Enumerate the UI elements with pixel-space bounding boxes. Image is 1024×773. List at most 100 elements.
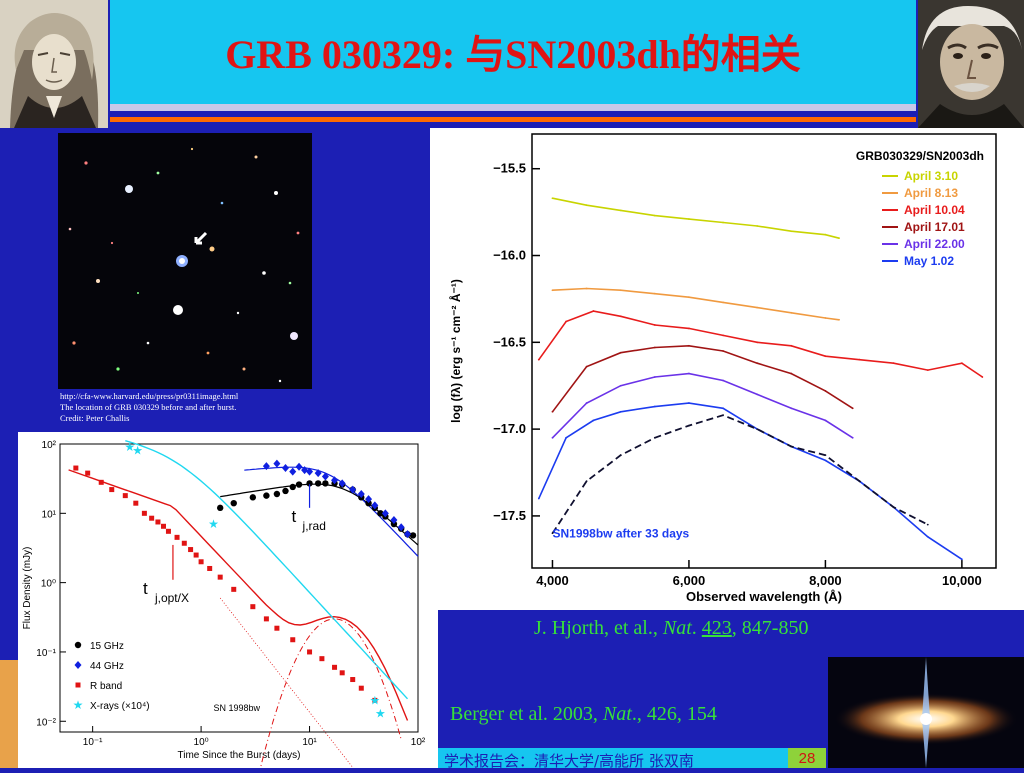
data-point (155, 519, 161, 525)
data-point (824, 355, 827, 358)
grb-jet-illustration-image (828, 657, 1024, 768)
data-point (824, 459, 827, 462)
data-point (390, 520, 398, 528)
x-axis-label: Observed wavelength (Å) (686, 589, 842, 604)
data-point (314, 480, 322, 487)
credit-caption: The location of GRB 030329 before and af… (60, 402, 237, 412)
data-point (295, 462, 303, 471)
data-point (858, 480, 861, 483)
ref-journal: Nat (662, 617, 692, 639)
data-point: ★ (208, 517, 219, 531)
tj-rad-t: t (292, 507, 297, 526)
data-point (790, 445, 793, 448)
header-stripe (110, 111, 916, 117)
data-point (565, 320, 568, 323)
series-line-april-8-13 (552, 287, 840, 321)
plot-frame (531, 133, 997, 569)
ref-journal: Nat (602, 703, 632, 725)
footer-decoration (0, 660, 18, 768)
data-point: ★ (369, 693, 380, 707)
data-point (397, 523, 405, 532)
ref-volume-link[interactable]: 423 (701, 617, 732, 639)
legend-entry: April 8.13 (904, 186, 958, 200)
data-point (551, 289, 554, 292)
data-point (141, 510, 147, 516)
lightcurve-chart-panel: 10⁻¹ 10⁰ 10¹ 10² 10⁻² 10⁻¹ 10⁰ 10¹ 10² Time Since… (18, 432, 438, 773)
data-point (198, 559, 204, 565)
data-point (339, 670, 345, 676)
sn1998bw-annotation: SN1998bw after 33 days (552, 526, 689, 540)
data-point (926, 523, 929, 526)
y-tick-label: −16.5 (493, 334, 526, 349)
data-point (551, 197, 554, 200)
legend-entry: April 17.01 (904, 220, 965, 234)
data-point (306, 467, 314, 476)
data-point (149, 515, 155, 521)
data-point (263, 616, 269, 622)
y-tick-label: 10⁰ (41, 579, 56, 590)
data-point (688, 424, 690, 427)
data-point (722, 334, 724, 337)
data-point (722, 414, 724, 417)
credit-url: http://cfa-www.harvard.edu/press/pr0311i… (60, 391, 239, 401)
x-tick-label: 8,000 (809, 573, 842, 588)
ref-authors: J. Hjorth, et al., (534, 617, 663, 639)
data-point (619, 410, 622, 413)
data-point (188, 547, 194, 553)
data-point (790, 311, 793, 314)
data-point: ★ (73, 698, 84, 712)
data-point (585, 287, 588, 290)
data-point (619, 384, 622, 387)
data-point (390, 516, 398, 525)
data-point (74, 641, 82, 649)
data-point (653, 376, 656, 378)
data-point (756, 362, 759, 365)
reference-hjorth: J. Hjorth, et al., Nat. 423, 847-850 (534, 617, 808, 640)
data-point (290, 637, 296, 643)
data-point (250, 604, 256, 610)
data-point (688, 327, 690, 330)
spectrum-chart-panel: 4,000 6,000 8,000 10,000 −15.5 −16.0 −16.5 −17.… (430, 128, 1024, 610)
data-point (824, 233, 827, 236)
data-point (537, 497, 540, 500)
data-point (409, 532, 417, 539)
tj-opt-t: t (143, 579, 148, 598)
title-box (110, 0, 916, 104)
data-point (790, 344, 793, 347)
data-point (619, 454, 622, 457)
data-point (338, 479, 346, 488)
legend-entry: May 1.02 (904, 254, 954, 268)
sn1998bw-model (258, 618, 402, 773)
data-point (216, 504, 224, 512)
x-tick-label: 4,000 (536, 573, 569, 588)
data-point (981, 376, 984, 378)
data-point (619, 315, 622, 318)
legend-entry: 44 GHz (90, 661, 124, 672)
legend-entry: R band (90, 681, 122, 692)
data-point (756, 393, 759, 396)
tj-rad-sub: j,rad (302, 519, 326, 533)
data-point (332, 664, 338, 670)
image-credit: http://cfa-www.harvard.edu/press/pr0311i… (60, 391, 360, 424)
header-stripe-orange (110, 117, 916, 122)
page-number-box (788, 748, 826, 768)
data-point (851, 407, 854, 410)
y-tick-label: −17.0 (493, 421, 526, 436)
slide-title: GRB 030329: 与SN2003dh的相关 (225, 32, 801, 77)
data-point (350, 677, 356, 683)
data-point (688, 372, 690, 375)
data-point (133, 500, 139, 506)
data-point (688, 402, 690, 404)
data-point (790, 407, 793, 410)
data-point (722, 350, 724, 352)
x-tick-label: 10⁰ (194, 737, 209, 748)
data-point (824, 390, 827, 392)
series-line-april-17-01 (551, 344, 854, 413)
data-point (926, 369, 929, 371)
data-point (838, 237, 840, 240)
legend-entry: April 3.10 (904, 169, 958, 183)
data-point (230, 499, 237, 507)
data-point (565, 436, 568, 439)
data-point (301, 466, 309, 475)
data-point (73, 465, 79, 471)
